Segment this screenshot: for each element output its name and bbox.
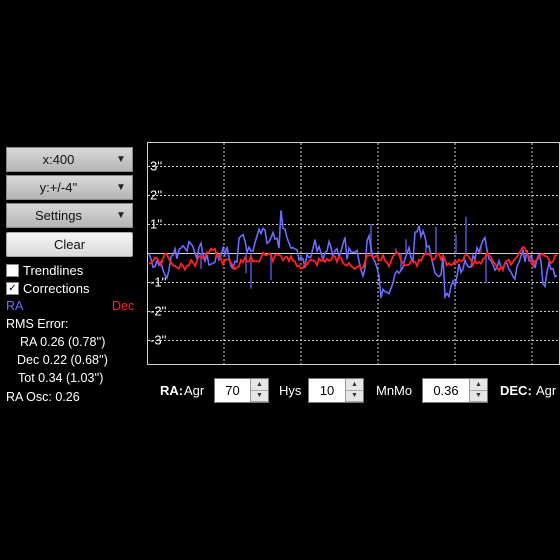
mnmo-spinner[interactable]: 0.36 ▲ ▼: [422, 378, 488, 403]
correction-bar: [485, 253, 487, 284]
spin-up-icon[interactable]: ▲: [346, 379, 363, 391]
spin-down-icon[interactable]: ▼: [251, 390, 268, 402]
y-tick-label: -3'': [150, 333, 167, 348]
y-scale-label: y:+/-4'': [39, 180, 78, 195]
correction-bar: [425, 241, 427, 254]
rms-dec: Dec 0.22 (0.68''): [17, 353, 108, 367]
checkbox-empty-icon[interactable]: [6, 264, 19, 277]
graph-vertical-grid: [223, 143, 533, 364]
ra-section-label: RA:: [160, 383, 184, 398]
correction-bar: [270, 253, 272, 281]
clear-label: Clear: [53, 237, 86, 252]
dec-agr-label: Agr: [536, 383, 557, 398]
settings-label: Settings: [35, 208, 82, 223]
corrections-checkbox[interactable]: ✓ Corrections: [6, 281, 89, 296]
clear-button[interactable]: Clear: [6, 232, 133, 257]
correction-bar: [330, 253, 332, 256]
legend-ra: RA: [6, 299, 24, 313]
settings-dropdown[interactable]: Settings ▼: [6, 203, 133, 228]
guide-graph: 3'' 2'' 1'' -1'' -2'' -3'': [147, 142, 560, 365]
hys-spinner[interactable]: 10 ▲ ▼: [308, 378, 364, 403]
correction-bar: [455, 234, 457, 254]
spin-down-icon[interactable]: ▼: [346, 390, 363, 402]
legend-dec: Dec: [112, 299, 135, 313]
rms-ra: RA 0.26 (0.78''): [20, 335, 106, 349]
hys-label: Hys: [279, 383, 302, 398]
x-scale-label: x:400: [42, 152, 75, 167]
checkmark-icon[interactable]: ✓: [6, 282, 19, 295]
mnmo-value[interactable]: 0.36: [433, 383, 459, 398]
trendlines-label: Trendlines: [23, 263, 84, 278]
spin-up-icon[interactable]: ▲: [470, 379, 487, 391]
correction-bar: [200, 253, 202, 269]
y-tick-label: -1'': [150, 275, 167, 290]
spin-down-icon[interactable]: ▼: [470, 390, 487, 402]
chevron-down-icon: ▼: [116, 182, 126, 193]
hys-value[interactable]: 10: [319, 383, 335, 398]
chevron-down-icon: ▼: [116, 154, 126, 165]
chevron-down-icon: ▼: [116, 210, 126, 221]
ra-trace: [148, 210, 558, 300]
dec-trace: [148, 245, 558, 273]
dec-section-label: DEC:: [500, 383, 532, 398]
spin-up-icon[interactable]: ▲: [251, 379, 268, 391]
graph-traces: [148, 210, 558, 300]
y-tick-label: -2'': [150, 304, 167, 319]
correction-bar: [405, 239, 407, 254]
y-scale-dropdown[interactable]: y:+/-4'' ▼: [6, 175, 133, 200]
y-tick-label: 3'': [150, 159, 162, 174]
y-tick-label: 1'': [150, 217, 162, 232]
y-tick-label: 2'': [150, 188, 162, 203]
graph-y-labels: 3'' 2'' 1'' -1'' -2'' -3'': [150, 159, 167, 348]
ra-agr-value[interactable]: 70: [225, 383, 240, 398]
rms-title: RMS Error:: [6, 317, 69, 331]
rms-tot: Tot 0.34 (1.03''): [18, 371, 104, 385]
ra-agr-label: Agr: [184, 383, 205, 398]
correction-bar: [465, 216, 467, 254]
correction-bar: [370, 223, 372, 254]
x-scale-dropdown[interactable]: x:400 ▼: [6, 147, 133, 172]
corrections-label: Corrections: [23, 281, 90, 296]
correction-bar: [435, 226, 437, 254]
correction-bar: [480, 246, 482, 254]
ra-osc: RA Osc: 0.26: [6, 390, 80, 404]
correction-bar: [400, 253, 402, 271]
ra-agr-spinner[interactable]: 70 ▲ ▼: [214, 378, 269, 403]
correction-bar: [245, 253, 247, 274]
correction-bar: [250, 253, 252, 289]
trendlines-checkbox[interactable]: Trendlines: [6, 263, 83, 278]
mnmo-label: MnMo: [376, 383, 413, 398]
correction-bar: [395, 248, 397, 254]
